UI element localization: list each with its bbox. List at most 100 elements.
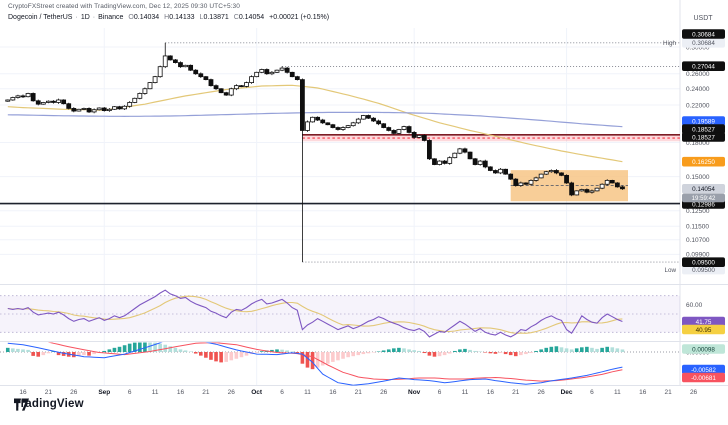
price-axis-label: 0.30000 xyxy=(686,44,710,51)
price-level-badge-text: 0.19589 xyxy=(692,118,715,125)
price-level-badge-text: 0.30684 xyxy=(692,31,715,38)
time-axis-month-label: Sep xyxy=(98,389,110,396)
candles-series xyxy=(5,42,625,263)
low-marker-value xyxy=(682,264,725,275)
time-axis-day-label: 11 xyxy=(304,389,311,396)
price-pane[interactable] xyxy=(0,42,680,263)
high-marker-value xyxy=(682,37,725,48)
price-level-badge xyxy=(682,124,725,134)
price-axis[interactable]: USDT0.300000.260000.240000.220000.180000… xyxy=(663,15,725,383)
time-axis-day-label: 16 xyxy=(19,389,27,396)
rsi-value-badge-text: 40.95 xyxy=(696,327,712,334)
high-label: H xyxy=(164,14,170,21)
open-label: O xyxy=(128,14,134,21)
tradingview-logo[interactable]: TradingView xyxy=(14,398,84,411)
close-label: C xyxy=(233,14,239,21)
price-level-badge-text: 0.18527 xyxy=(692,126,715,133)
time-axis-day-label: 26 xyxy=(380,389,388,396)
high-value: 0.14133 xyxy=(169,14,195,21)
price-axis-label: 0.15000 xyxy=(686,174,710,181)
rsi-ma-line xyxy=(7,295,623,334)
price-axis-label: 0.09900 xyxy=(686,252,710,259)
rsi-value-badge xyxy=(682,316,725,327)
attribution-text: CryptoFXStreet created with TradingView.… xyxy=(8,3,240,10)
exchange-label[interactable]: Binance xyxy=(98,14,124,21)
macd-value-badge xyxy=(682,364,725,375)
countdown-badge xyxy=(682,193,725,203)
open-value: 0.14034 xyxy=(133,14,160,21)
macd-value-badge xyxy=(682,344,725,354)
time-axis-month-label: Oct xyxy=(251,389,263,396)
tradingview-logo-icon xyxy=(14,398,29,411)
low-label: L xyxy=(199,14,204,21)
low-marker-label: Low xyxy=(664,267,676,274)
macd-value-badge-text: -0.00582 xyxy=(691,367,716,374)
time-axis-day-label: 21 xyxy=(355,389,363,396)
time-axis-day-label: 26 xyxy=(228,389,236,396)
time-axis-day-label: 16 xyxy=(329,389,337,396)
change-value: +0.00021 (+0.15%) xyxy=(269,14,330,21)
time-axis-day-label: 11 xyxy=(152,389,159,396)
time-axis-day-label: 16 xyxy=(639,389,647,396)
last-price-badge xyxy=(682,184,725,194)
time-axis-day-label: 21 xyxy=(512,389,520,396)
macd-pane[interactable] xyxy=(0,334,680,386)
time-axis-day-label: 26 xyxy=(70,389,78,396)
separator-dot: · xyxy=(92,14,96,21)
time-axis-day-label: 21 xyxy=(45,389,53,396)
time-axis-day-label: 6 xyxy=(280,389,284,396)
chart-header: CryptoFXStreet created with TradingView.… xyxy=(8,3,329,21)
price-level-badge-text: 0.12986 xyxy=(692,201,715,208)
price-axis-label: 0.26000 xyxy=(686,71,710,78)
macd-signal-line xyxy=(47,342,623,382)
interval-label[interactable]: 1D xyxy=(80,14,90,21)
price-axis-label: 0.10700 xyxy=(686,237,710,244)
symbol-line: Dogecoin / TetherUS · 1D · Binance O0.14034 H0… xyxy=(8,14,329,21)
price-level-badge-text: 0.27044 xyxy=(692,64,715,71)
high-marker-label: High xyxy=(663,40,676,47)
price-level-badge xyxy=(682,132,725,142)
time-axis-day-label: 6 xyxy=(590,389,594,396)
ma-slow-line xyxy=(7,111,623,128)
macd-value-badge xyxy=(682,372,725,383)
price-axis-label: 0.24000 xyxy=(686,86,710,93)
symbol-name[interactable]: Dogecoin / TetherUS xyxy=(8,14,73,21)
close-value: 0.14054 xyxy=(238,14,265,21)
price-level-badge-text: 0.18527 xyxy=(692,134,715,141)
price-level-badge xyxy=(682,29,725,39)
macd-value-badge-text: 0.00098 xyxy=(692,346,715,353)
price-axis-label: 0.18000 xyxy=(686,140,710,147)
price-level-badge xyxy=(682,116,725,126)
time-axis-day-label: 26 xyxy=(538,389,546,396)
rsi-line xyxy=(7,289,623,338)
time-axis-day-label: 11 xyxy=(614,389,621,396)
time-axis-day-label: 16 xyxy=(487,389,495,396)
separator-dot: · xyxy=(75,14,78,21)
low-value: 0.13871 xyxy=(203,14,229,21)
time-axis[interactable]: 16 21 26 Sep 6 11 16 21 26 Oct 6 11 16 21 26 Nov 6 11 16 21… xyxy=(19,389,697,396)
price-level-badge xyxy=(682,257,725,267)
time-axis-day-label: 21 xyxy=(202,389,210,396)
price-level-badge-text: 0.09500 xyxy=(692,260,715,267)
macd-value-badge-text: -0.00681 xyxy=(691,375,716,382)
time-axis-month-label: Nov xyxy=(408,389,421,396)
price-level-badge-text: 0.16250 xyxy=(692,159,715,166)
last-price-value: 0.14054 xyxy=(692,186,715,193)
low-marker-value-text: 0.09500 xyxy=(692,267,715,274)
rsi-value-badge xyxy=(682,324,725,335)
time-axis-day-label: 16 xyxy=(177,389,185,396)
price-level-badge xyxy=(682,61,725,71)
time-axis-day-label: 11 xyxy=(462,389,469,396)
axis-currency-label: USDT xyxy=(693,15,713,22)
time-axis-day-label: 26 xyxy=(690,389,698,396)
rsi-axis-label: 60.00 xyxy=(686,302,703,309)
supply-zone-drawing[interactable] xyxy=(302,134,680,142)
time-axis-day-label: 21 xyxy=(665,389,673,396)
rsi-pane[interactable] xyxy=(0,289,680,338)
high-marker-value-text: 0.30684 xyxy=(692,40,715,47)
gridlines xyxy=(0,28,680,385)
macd-line xyxy=(7,342,623,386)
